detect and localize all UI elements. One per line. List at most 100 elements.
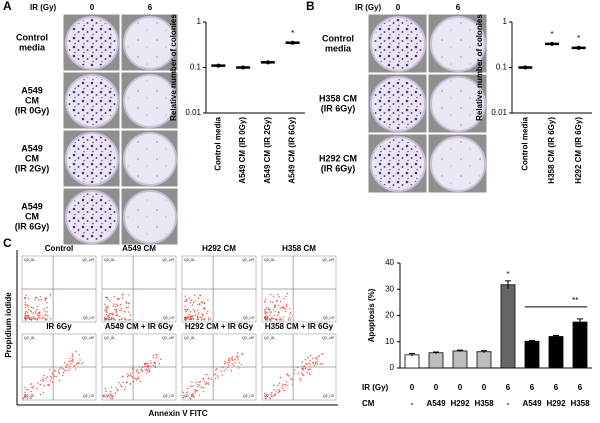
row-label: CM [25,95,39,105]
event-dot [43,385,46,387]
event-dot [266,394,268,396]
event-dot [277,384,279,387]
event-dot [184,295,187,297]
event-dot [313,364,316,367]
event-dot [203,307,206,309]
x-tick-label: A549 CM (IR 0Gy) [238,117,247,184]
event-dot [115,310,118,313]
x-tick-label: Control media [213,116,222,170]
plot-title: H358 CM [282,244,316,253]
event-dot [293,372,295,374]
dose-label: 0 [396,3,401,12]
event-dot [120,307,122,310]
event-dot [292,383,294,386]
event-dot [54,370,56,373]
table-cell: 0 [410,383,415,392]
event-dot [46,306,48,309]
event-dot [104,387,107,390]
event-dot [266,317,269,319]
event-dot [204,308,206,310]
event-dot [234,358,236,361]
event-dot [191,394,193,396]
event-dot [42,316,44,318]
event-dot [273,389,275,391]
event-dot [155,357,158,359]
event-dot [192,308,195,311]
event-dot [197,312,200,314]
event-dot [240,363,242,366]
event-dot [45,377,47,380]
event-dot [114,308,116,311]
row-label: (IR 6Gy) [321,103,356,113]
event-dot [197,309,199,312]
bar [524,340,540,369]
event-dot [133,380,135,382]
event-dot [34,296,37,299]
event-dot [75,363,78,365]
event-dot [48,384,50,386]
event-dot [50,375,52,378]
event-dot [109,313,111,315]
event-dot [44,311,47,313]
event-dot [182,391,185,394]
row-label: (IR 2Gy) [15,163,50,173]
event-dot [78,363,80,365]
event-dot [197,318,200,321]
event-dot [132,376,134,379]
colonies [68,19,116,67]
colonies [126,19,174,67]
quadrant-label: Q2_UR [242,258,254,262]
event-dot [77,361,80,364]
colonies [373,19,423,69]
event-dot [49,318,52,320]
y-axis-label: Relative number of colonies [475,14,484,121]
event-dot [116,298,119,300]
event-dot [186,388,189,390]
event-dot [237,357,239,359]
quadrant-label: Q2_UR [162,336,174,340]
event-dot [203,318,205,321]
event-dot [36,313,38,315]
event-dot [105,307,107,309]
table-cell: 0 [458,383,463,392]
y-axis-label: Relative number of colonies [169,14,178,121]
event-dot [69,357,71,360]
event-dot [42,377,44,379]
event-dot [127,311,130,313]
dot-mark [290,40,295,45]
event-dot [32,385,35,388]
event-dot [285,295,287,298]
event-dot [207,299,209,301]
quadrant-label: Q2_UL [264,336,275,340]
event-dot [114,305,117,308]
event-dot [225,362,227,364]
quadrant-label: Q2_UR [322,258,334,262]
event-dot [121,294,123,296]
event-dot [274,310,276,313]
event-dot [204,381,206,383]
event-dot [311,357,314,360]
event-dot [106,296,109,299]
event-dot [225,368,227,371]
event-dot [184,305,186,307]
event-dot [270,393,272,396]
event-dot [128,319,130,321]
event-dot [264,319,267,321]
event-dot [194,314,197,316]
event-dot [107,314,109,317]
event-dot [139,380,141,383]
y-tick-label: 1 [197,17,202,26]
quadrant-label: Q2_UR [322,336,334,340]
event-dot [130,374,132,377]
event-dot [129,383,131,385]
event-dot [80,363,83,365]
event-dot [300,372,303,374]
event-dot [112,397,114,400]
event-dot [72,358,74,360]
event-dot [309,359,311,362]
event-dot [120,385,123,388]
event-dot [281,387,283,390]
event-dot [223,370,225,372]
event-dot [43,308,45,311]
event-dot [74,368,77,370]
